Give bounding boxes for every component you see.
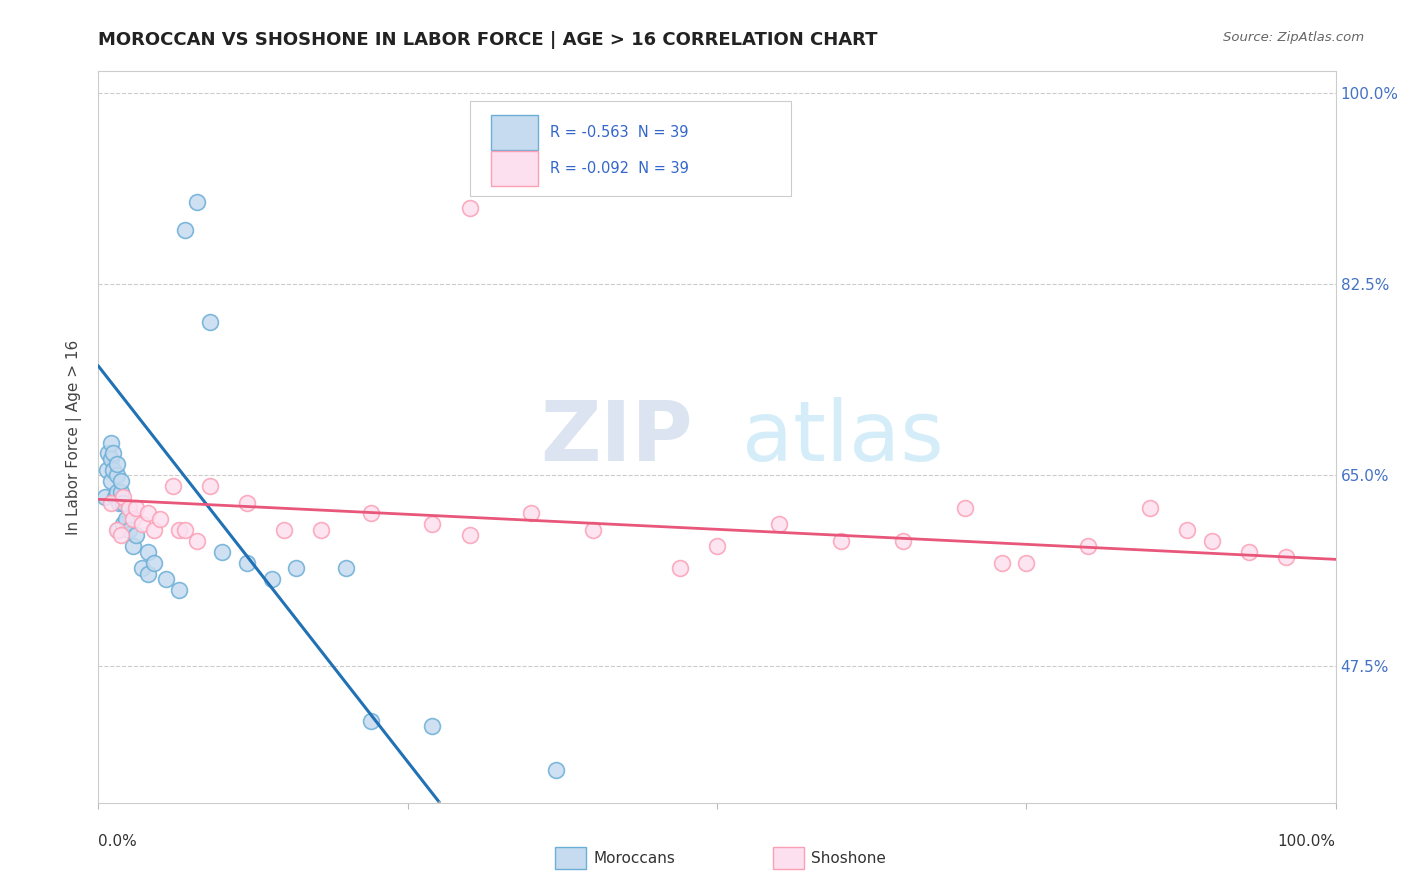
Point [118, 501, 141, 516]
Point [1015, 556, 1038, 570]
Point [105, 468, 128, 483]
Point [167, 523, 190, 537]
Text: R = -0.563  N = 39: R = -0.563 N = 39 [550, 125, 689, 139]
Point [260, 572, 283, 586]
Point [110, 528, 132, 542]
Point [1201, 533, 1223, 548]
Point [124, 528, 146, 542]
Text: MOROCCAN VS SHOSHONE IN LABOR FORCE | AGE > 16 CORRELATION CHART: MOROCCAN VS SHOSHONE IN LABOR FORCE | AG… [98, 31, 877, 49]
Y-axis label: In Labor Force | Age > 16: In Labor Force | Age > 16 [66, 340, 83, 534]
Point [103, 490, 125, 504]
Point [458, 201, 481, 215]
Point [830, 533, 852, 548]
Point [105, 523, 128, 537]
Point [110, 484, 132, 499]
Point [335, 561, 357, 575]
Point [1139, 501, 1161, 516]
Text: ZIP: ZIP [540, 397, 692, 477]
Point [162, 479, 184, 493]
Point [105, 458, 128, 472]
Text: Source: ZipAtlas.com: Source: ZipAtlas.com [1223, 31, 1364, 45]
Point [96, 463, 118, 477]
Point [1237, 545, 1260, 559]
Point [112, 517, 135, 532]
Point [143, 556, 166, 570]
Point [131, 517, 153, 532]
Point [136, 507, 159, 521]
Point [1175, 523, 1198, 537]
Point [118, 523, 141, 537]
Point [198, 479, 221, 493]
Point [768, 517, 790, 532]
Point [891, 533, 914, 548]
Point [953, 501, 976, 516]
Point [105, 484, 128, 499]
Point [236, 556, 259, 570]
Point [273, 523, 295, 537]
Point [174, 222, 197, 236]
Point [422, 719, 444, 733]
Point [706, 539, 728, 553]
Point [103, 463, 125, 477]
Point [143, 523, 166, 537]
Point [97, 446, 120, 460]
Point [131, 561, 153, 575]
Point [360, 507, 382, 521]
Point [124, 501, 146, 516]
Point [100, 474, 122, 488]
FancyBboxPatch shape [491, 114, 537, 150]
Point [110, 474, 132, 488]
Text: 100.0%: 100.0% [1278, 834, 1336, 849]
Point [112, 495, 135, 509]
Point [93, 490, 115, 504]
Point [100, 435, 122, 450]
Point [174, 523, 197, 537]
Text: atlas: atlas [742, 397, 943, 477]
Point [100, 495, 122, 509]
Point [108, 495, 131, 509]
Point [122, 539, 145, 553]
Text: Moroccans: Moroccans [593, 851, 675, 865]
Point [112, 490, 135, 504]
Point [236, 495, 259, 509]
Point [114, 512, 136, 526]
Point [198, 315, 221, 329]
Point [1275, 550, 1298, 565]
Point [103, 446, 125, 460]
Point [155, 572, 177, 586]
Point [458, 528, 481, 542]
Text: R = -0.092  N = 39: R = -0.092 N = 39 [550, 161, 689, 176]
Point [186, 195, 208, 210]
Point [167, 582, 190, 597]
Point [122, 512, 145, 526]
Point [136, 566, 159, 581]
FancyBboxPatch shape [491, 151, 537, 186]
Text: Shoshone: Shoshone [811, 851, 886, 865]
Point [1077, 539, 1099, 553]
Point [186, 533, 208, 548]
Point [100, 451, 122, 466]
Point [422, 517, 444, 532]
Point [520, 507, 543, 521]
Point [309, 523, 332, 537]
Point [990, 556, 1012, 570]
Point [546, 763, 568, 777]
Point [211, 545, 233, 559]
Point [582, 523, 605, 537]
Point [107, 523, 129, 537]
FancyBboxPatch shape [470, 101, 792, 195]
Text: 0.0%: 0.0% [98, 834, 138, 849]
Point [149, 512, 172, 526]
Point [136, 545, 159, 559]
Point [285, 561, 308, 575]
Point [360, 714, 382, 728]
Point [669, 561, 692, 575]
